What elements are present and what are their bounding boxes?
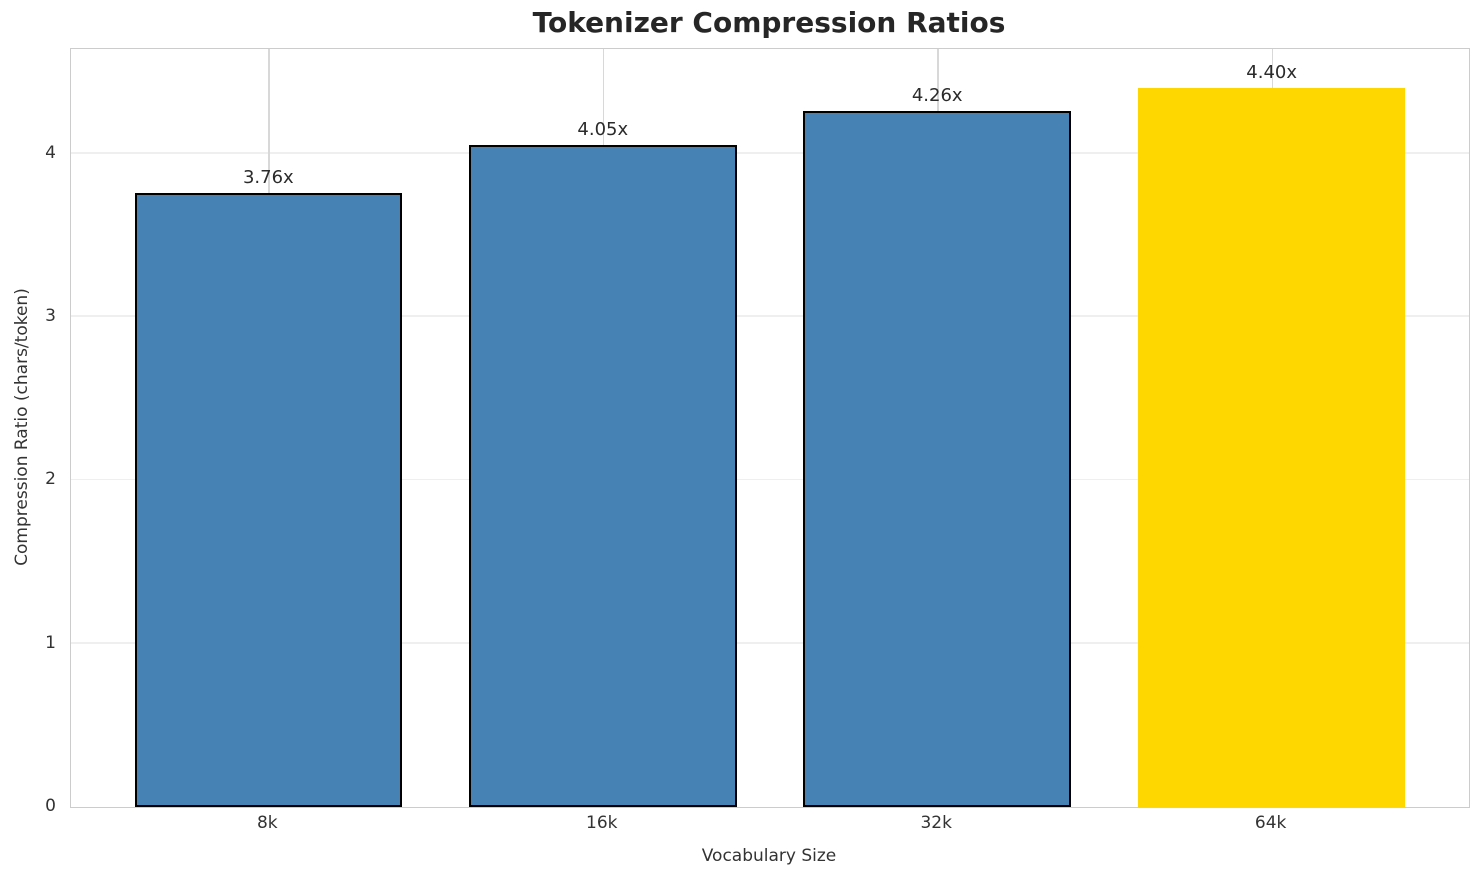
y-tick-label: 2 [45,469,56,490]
bar-16k [468,145,737,807]
bar-value-label: 3.76x [242,166,294,188]
chart-title: Tokenizer Compression Ratios [532,6,1006,39]
bar-8k [134,192,403,807]
x-axis-label: Vocabulary Size [701,846,837,866]
x-tick-label: 32k [920,813,952,833]
bar-64k [1137,88,1406,807]
y-tick-label: 3 [45,305,56,326]
y-tick-label: 4 [45,142,56,163]
bar-value-label: 4.05x [577,119,629,141]
bar-32k [803,111,1071,807]
y-tick-label: 1 [45,632,56,653]
y-tick-label: 0 [45,796,56,816]
h-gridline [71,315,1469,317]
h-gridline [71,478,1469,481]
bar-value-label: 4.40x [1246,62,1298,84]
x-axis-ticks: 8k 16k 32k 64k [0,813,1483,839]
x-tick-label: 8k [256,813,278,833]
x-tick-label: 64k [1254,813,1287,833]
h-gridline [71,151,1469,154]
h-gridline [71,642,1469,644]
plot-area: 3.76x 4.05x 4.26x 4.40x [70,48,1470,808]
bar-value-label: 4.26x [911,85,963,107]
y-axis-ticks: 0 1 2 3 4 [0,48,70,816]
x-tick-label: 16k [586,813,618,833]
